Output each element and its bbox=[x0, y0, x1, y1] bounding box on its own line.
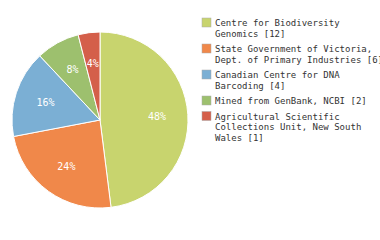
pie bbox=[12, 32, 188, 208]
legend-label-line: Agricultural Scientific bbox=[215, 112, 340, 122]
data-label: 16% bbox=[37, 97, 55, 108]
legend-label-line: Canadian Centre for DNA bbox=[215, 70, 340, 80]
legend-label-line: Wales [1] bbox=[215, 133, 264, 143]
legend-label-line: Centre for Biodiversity bbox=[215, 18, 340, 28]
data-label: 8% bbox=[66, 64, 78, 75]
legend-swatch bbox=[202, 18, 211, 27]
legend-label-line: Dept. of Primary Industries [6] bbox=[215, 55, 380, 65]
legend-label: Agricultural ScientificCollections Unit,… bbox=[215, 112, 361, 143]
legend-item: Mined from GenBank, NCBI [2] bbox=[202, 96, 367, 106]
legend-label-line: State Government of Victoria, bbox=[215, 44, 372, 54]
data-labels: 48% 24% 16% 8% 4% bbox=[37, 58, 167, 172]
legend: Centre for BiodiversityGenomics [12] Stat… bbox=[202, 18, 380, 143]
legend-swatch bbox=[202, 70, 211, 79]
data-label: 24% bbox=[57, 161, 75, 172]
pie-slice bbox=[78, 32, 100, 120]
legend-swatch bbox=[202, 112, 211, 121]
legend-swatch bbox=[202, 44, 211, 53]
legend-label-line: Barcoding [4] bbox=[215, 81, 285, 91]
legend-label: Canadian Centre for DNABarcoding [4] bbox=[215, 70, 340, 91]
data-label: 4% bbox=[87, 58, 99, 69]
legend-item: Canadian Centre for DNABarcoding [4] bbox=[202, 70, 340, 91]
legend-label-line: Mined from GenBank, NCBI [2] bbox=[215, 96, 367, 106]
legend-label-line: Collections Unit, New South bbox=[215, 122, 361, 132]
legend-label-line: Genomics [12] bbox=[215, 29, 285, 39]
legend-item: Centre for BiodiversityGenomics [12] bbox=[202, 18, 340, 39]
legend-label: Centre for BiodiversityGenomics [12] bbox=[215, 18, 340, 39]
legend-item: State Government of Victoria,Dept. of Pr… bbox=[202, 44, 380, 65]
legend-item: Agricultural ScientificCollections Unit,… bbox=[202, 112, 361, 143]
chart: 48% 24% 16% 8% 4% Centre for BiodiversityGeno… bbox=[0, 0, 380, 240]
legend-label: State Government of Victoria,Dept. of Pr… bbox=[215, 44, 380, 65]
pie-slice bbox=[100, 32, 188, 207]
legend-swatch bbox=[202, 96, 211, 105]
data-label: 48% bbox=[148, 111, 166, 122]
legend-label: Mined from GenBank, NCBI [2] bbox=[215, 96, 367, 106]
